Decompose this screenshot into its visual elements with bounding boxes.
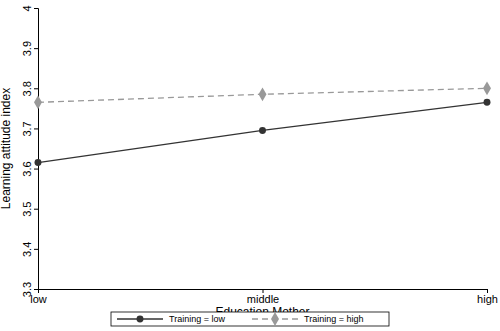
- y-tick-mark: [34, 289, 38, 290]
- y-tick-mark: [34, 128, 38, 129]
- y-tick-label: 4: [21, 5, 33, 11]
- legend: Training = low Training = high: [111, 312, 389, 326]
- y-tick-mark: [34, 209, 38, 210]
- legend-marker: [137, 316, 144, 323]
- y-tick: 3.5: [21, 202, 38, 217]
- series-marker: [483, 81, 491, 95]
- y-tick-mark: [34, 169, 38, 170]
- y-tick-label: 3.7: [21, 121, 33, 136]
- series-marker: [259, 87, 267, 101]
- series-line: [38, 102, 487, 162]
- series-marker: [484, 99, 491, 106]
- x-tick: low: [30, 289, 47, 305]
- y-tick-label: 3.6: [21, 161, 33, 176]
- y-tick: 3.8: [21, 81, 38, 96]
- y-tick-label: 3.5: [21, 202, 33, 217]
- series-marker: [259, 127, 266, 134]
- y-tick-mark: [34, 88, 38, 89]
- legend-label: Training = high: [304, 314, 363, 324]
- y-tick-mark: [34, 48, 38, 49]
- legend-marker: [271, 312, 279, 326]
- y-tick: 4: [21, 5, 38, 11]
- legend-box: [111, 312, 389, 326]
- y-tick: 3.7: [21, 121, 38, 136]
- x-tick: high: [477, 289, 498, 305]
- x-tick-label: middle: [247, 293, 279, 305]
- series-marker: [34, 95, 42, 109]
- y-tick-mark: [34, 249, 38, 250]
- y-tick: 3.9: [21, 41, 38, 56]
- chart: 3.33.43.53.63.73.83.94lowmiddlehighEduca…: [0, 0, 500, 331]
- y-tick-label: 3.9: [21, 41, 33, 56]
- y-tick-label: 3.4: [21, 242, 33, 257]
- series-line: [38, 88, 487, 102]
- y-tick-label: 3.8: [21, 81, 33, 96]
- y-tick-mark: [34, 8, 38, 9]
- x-tick: middle: [247, 289, 279, 305]
- y-axis: 3.33.43.53.63.73.83.94: [21, 5, 39, 297]
- plot-area: [34, 81, 491, 166]
- y-axis-title: Learning attitude index: [0, 88, 13, 209]
- x-axis: low middle high: [30, 289, 498, 305]
- series-marker: [35, 159, 42, 166]
- x-tick-label: low: [30, 293, 47, 305]
- y-axis-line: [34, 9, 39, 290]
- x-tick-label: high: [477, 293, 498, 305]
- legend-label: Training = low: [169, 314, 225, 324]
- y-tick: 3.4: [21, 242, 38, 257]
